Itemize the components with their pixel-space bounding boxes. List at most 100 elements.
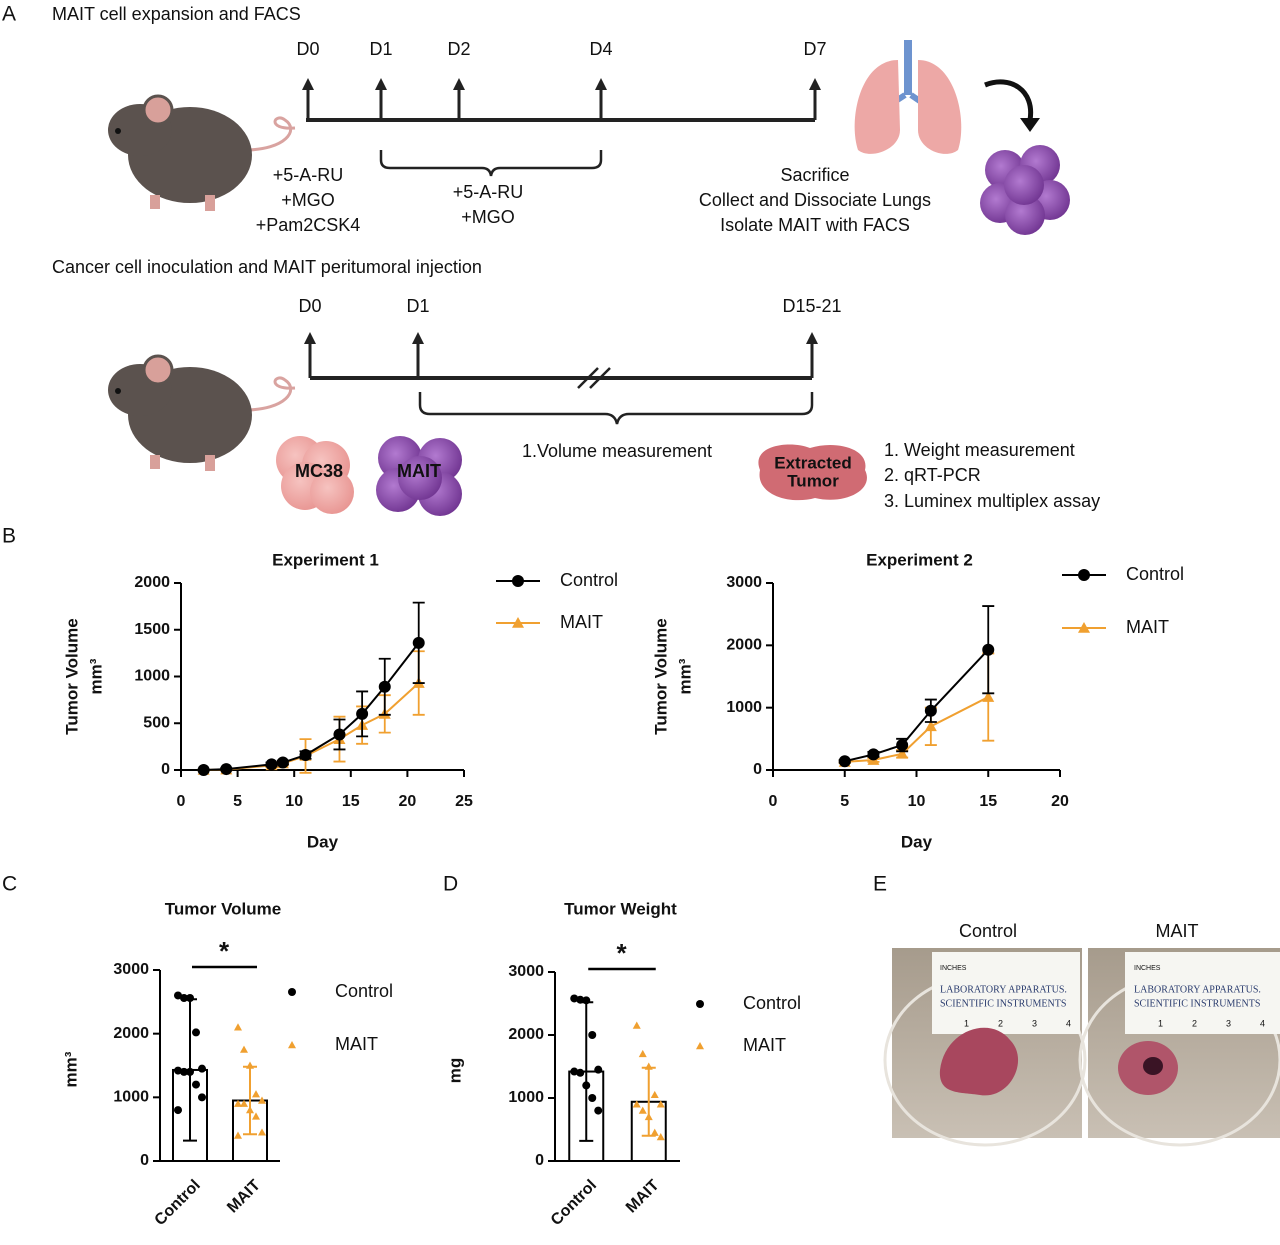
photo-label: MAIT (1156, 921, 1199, 941)
timeline-arrows: D0 D1 D15-21 (298, 296, 842, 378)
arrow-head (375, 78, 387, 90)
marker (632, 1100, 641, 1108)
marker (198, 1093, 206, 1102)
legend-label: MAIT (335, 1034, 378, 1054)
x-tick-label: 0 (177, 793, 186, 810)
cell-label: MAIT (397, 461, 441, 481)
x-tick-label: Control (152, 1177, 204, 1229)
arrow-head (304, 332, 316, 344)
ruler-number: 3 (1226, 1018, 1231, 1028)
legend-marker (696, 1000, 704, 1008)
marker (234, 1131, 242, 1139)
timeline-note: 1.Volume measurement (522, 441, 712, 461)
marker (656, 1133, 665, 1141)
assay-item: 3. Luminex multiplex assay (884, 491, 1100, 511)
legend-label: Control (335, 981, 393, 1001)
photo (883, 948, 1280, 1147)
ruler-number: 3 (1032, 1018, 1037, 1028)
x-tick-label: Control (548, 1177, 600, 1229)
mouse-icon (108, 354, 296, 471)
y-axis-label: mm³ (61, 1051, 80, 1087)
marker (174, 1106, 182, 1115)
photo-label: Control (959, 921, 1017, 941)
ruler-text: LABORATORY APPARATUS. (1134, 984, 1261, 995)
tumor-label: Tumor (787, 471, 839, 490)
y-tick-label: 2000 (113, 1025, 149, 1042)
marker (576, 1068, 585, 1077)
y-tick-label: 1000 (726, 699, 762, 716)
marker (924, 720, 937, 732)
marker (299, 749, 312, 762)
marker (186, 1067, 194, 1076)
marker (924, 704, 937, 717)
arrow-head (595, 78, 607, 90)
legend-label: MAIT (560, 612, 603, 632)
marker (588, 1031, 597, 1039)
x-tick-label: MAIT (623, 1177, 663, 1217)
marker (240, 1099, 248, 1107)
marker (197, 764, 210, 776)
timeline-note: Sacrifice (780, 165, 849, 185)
y-axis-label: mm³ (86, 658, 105, 694)
day-label: D4 (589, 39, 612, 59)
timeline-note: +Pam2CSK4 (256, 215, 361, 235)
mouse-icon (108, 94, 296, 211)
timeline-notes: +5-A-RU +MGO +Pam2CSK4 +5-A-RU +MGO Sacrifice… (256, 165, 931, 235)
marker (982, 691, 995, 702)
ruler-text: INCHES (940, 965, 967, 972)
timeline-title: MAIT cell expansion and FACS (52, 4, 301, 24)
panel-label: D (443, 873, 458, 896)
ruler-text: SCIENTIFIC INSTRUMENTS (1134, 998, 1260, 1009)
timeline-note: +MGO (281, 190, 335, 210)
day-label: D2 (447, 39, 470, 59)
series-line (844, 696, 989, 763)
legend-marker (512, 617, 524, 628)
ruler-number: 2 (998, 1018, 1003, 1028)
marker (378, 680, 391, 693)
chart-title: Tumor Volume (165, 899, 282, 918)
marker (638, 1106, 647, 1114)
marker (644, 1062, 653, 1070)
marker (174, 1066, 182, 1075)
marker (252, 1112, 260, 1120)
y-tick-label: 0 (140, 1152, 149, 1169)
panel-label: C (2, 873, 17, 896)
legend-label: Control (743, 993, 801, 1013)
legend-marker (288, 988, 296, 996)
tumor-icon (758, 444, 867, 501)
marker (650, 1128, 659, 1136)
legend-label: Control (1126, 564, 1184, 584)
arrow-head (302, 78, 314, 90)
marker (656, 1100, 665, 1108)
x-tick-label: 10 (285, 793, 303, 810)
marker (412, 636, 425, 649)
marker (265, 758, 278, 771)
marker (632, 1021, 641, 1029)
marker (333, 728, 346, 741)
legend-marker (512, 575, 524, 587)
bracket (418, 392, 814, 425)
marker (644, 1112, 653, 1121)
x-tick-label: 5 (233, 793, 242, 810)
y-tick-label: 2000 (134, 574, 170, 591)
marker (174, 991, 182, 1000)
y-tick-label: 3000 (726, 574, 762, 591)
significance-label: * (616, 938, 627, 968)
marker (246, 1061, 254, 1069)
chart-title: Tumor Weight (564, 899, 677, 918)
panel-label: E (873, 873, 887, 896)
marker (198, 1064, 206, 1073)
marker (896, 739, 909, 752)
marker (192, 1080, 200, 1089)
lung-icon (854, 40, 1040, 154)
marker (180, 994, 188, 1003)
marker (246, 1106, 254, 1114)
x-tick-label: 15 (342, 793, 360, 810)
marker (240, 1045, 248, 1053)
marker (867, 748, 880, 761)
y-tick-label: 0 (753, 761, 762, 778)
y-tick-label: 2000 (726, 637, 762, 654)
marker (638, 1049, 647, 1058)
x-tick-label: 25 (455, 793, 473, 810)
x-axis-label: Day (307, 832, 339, 851)
